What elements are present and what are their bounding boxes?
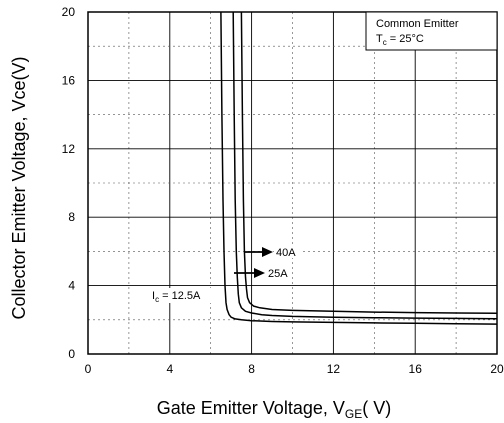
y-tick-label: 12 — [62, 142, 76, 156]
y-tick-label: 0 — [68, 347, 75, 361]
x-tick-label: 8 — [248, 362, 255, 376]
plot-frame — [87, 11, 498, 355]
series-layer — [220, 11, 498, 325]
series-line-1 — [232, 11, 498, 320]
y-tick-label: 4 — [68, 279, 75, 293]
y-tick-label: 8 — [68, 210, 75, 224]
annotations: Ic = 12.5A 40A 25A — [148, 244, 300, 304]
series-line-2 — [240, 11, 498, 315]
legend-line-1: Common Emitter — [376, 18, 459, 30]
x-axis-title-sub: GE — [345, 407, 362, 421]
legend-line-2: Tc = 25°C — [376, 33, 424, 47]
x-tick-label: 16 — [409, 362, 423, 376]
annot-ic-12-5a: Ic = 12.5A — [152, 290, 201, 304]
annot-ic-rest: = 12.5A — [159, 290, 201, 302]
tick-layer: 0 4 8 12 16 20 0 4 8 12 16 20 — [62, 5, 504, 376]
annot-ic-sub: c — [155, 295, 159, 304]
annot-40a: 40A — [276, 247, 296, 259]
legend-box: Common Emitter Tc = 25°C — [365, 11, 498, 51]
x-tick-label: 4 — [166, 362, 173, 376]
grid-layer — [88, 12, 497, 354]
arrow-40a-head — [262, 247, 273, 257]
annot-ic-bg — [148, 288, 220, 303]
y-tick-label: 20 — [62, 5, 76, 19]
annot-25a-bg — [266, 265, 292, 279]
series-line-0 — [220, 11, 498, 325]
legend-line-2-rest: = 25°C — [387, 33, 424, 45]
x-axis-title-suffix: ( V) — [362, 398, 391, 418]
annot-25a: 25A — [268, 268, 288, 280]
x-tick-label: 20 — [490, 362, 504, 376]
x-axis-title: Gate Emitter Voltage, VGE( V) — [157, 398, 391, 421]
annot-40a-bg — [274, 244, 300, 258]
y-tick-label: 16 — [62, 73, 76, 87]
arrow-25a-head — [254, 268, 265, 278]
legend-frame — [365, 11, 498, 51]
x-tick-label: 0 — [85, 362, 92, 376]
legend-line-2-sub: c — [383, 38, 387, 47]
x-tick-label: 12 — [327, 362, 341, 376]
y-axis-title: Collector Emitter Voltage, Vce(V) — [9, 56, 29, 319]
